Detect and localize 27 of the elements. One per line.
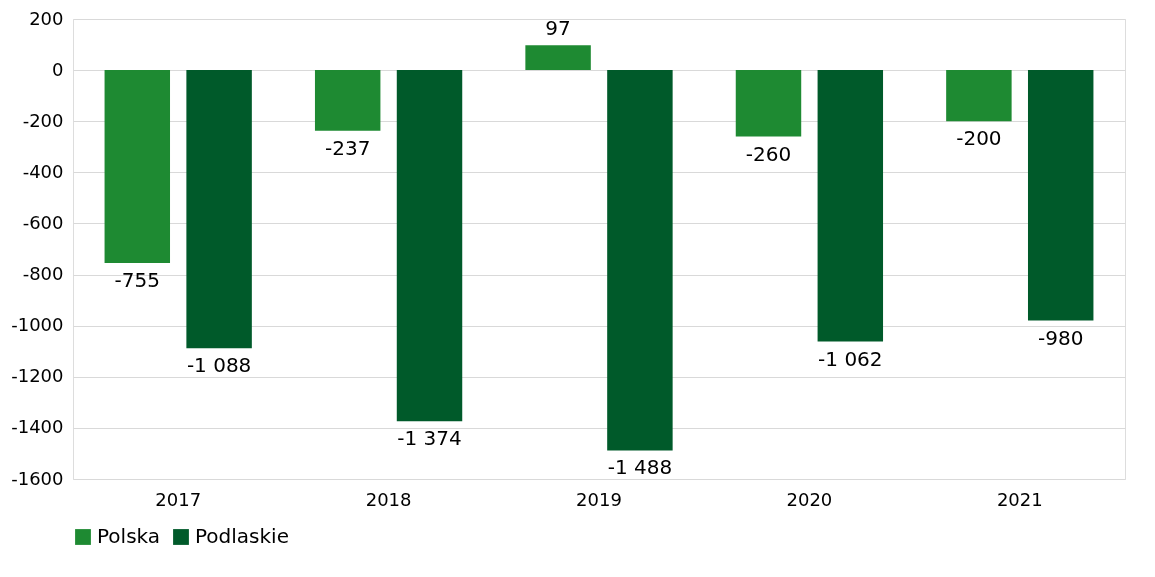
x-tick-label: 2018 (365, 488, 412, 510)
x-tick-label: 2019 (576, 488, 622, 510)
legend-label: Polska (97, 524, 161, 548)
y-tick-label: 200 (29, 7, 64, 29)
data-label: -1 488 (607, 455, 673, 480)
data-label: -260 (745, 141, 792, 166)
y-tick-label: -1000 (11, 314, 64, 336)
y-tick-label: -400 (22, 160, 64, 182)
x-tick-label: 2017 (155, 488, 202, 510)
y-tick-label: -1400 (11, 416, 64, 438)
data-label: -980 (1038, 325, 1084, 350)
data-label: 97 (545, 16, 571, 41)
x-tick-label: 2020 (786, 488, 833, 510)
y-tick-label: -1200 (11, 365, 64, 387)
y-tick-label: 0 (52, 58, 64, 80)
data-label: -1 374 (397, 426, 462, 451)
y-tick-label: -800 (22, 263, 64, 285)
data-label: -1 062 (818, 346, 883, 371)
data-label: -1 088 (186, 353, 252, 378)
data-label: -237 (324, 135, 371, 160)
legend-label: Podlaskie (195, 524, 289, 548)
y-tick-label: -1600 (11, 467, 64, 489)
y-tick-label: -600 (22, 211, 64, 233)
data-label: -755 (114, 268, 160, 293)
x-tick-label: 2021 (996, 488, 1043, 510)
data-label: -200 (956, 126, 1002, 151)
y-tick-label: -200 (22, 109, 64, 131)
